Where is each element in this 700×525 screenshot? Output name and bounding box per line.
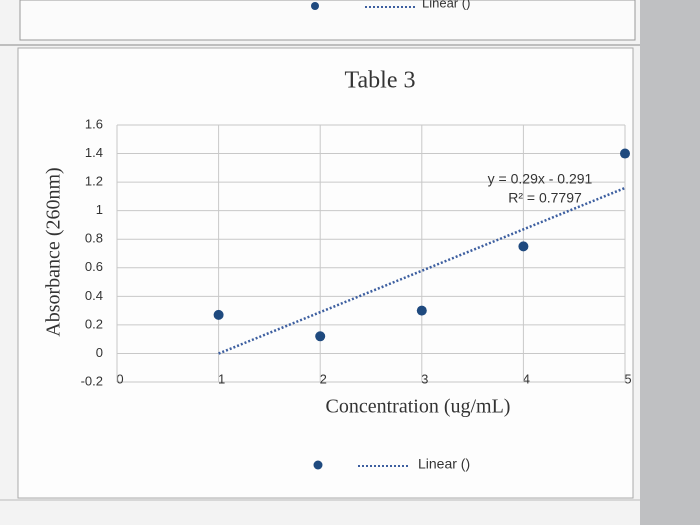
trendline-equation: y = 0.29x - 0.291 [488,171,593,187]
y-axis-label: Absorbance (260nm) [43,167,65,336]
x-tick-label: 5 [624,371,631,386]
trendline [218,186,626,355]
x-tick-label: 0 [116,371,123,386]
y-tick-label: 0.4 [85,288,103,303]
y-tick-label: 1 [96,202,103,217]
y-tick-label: 1.2 [85,174,103,189]
data-point [416,305,427,316]
y-tick-label: 0.8 [85,231,103,246]
previous-legend-label: Linear () [422,0,470,10]
bezel [640,0,700,525]
x-axis-label: Concentration (ug/mL) [326,396,511,418]
data-point [213,309,224,320]
y-tick-label: 1.6 [85,116,103,131]
x-tick-label: 2 [320,371,327,386]
y-tick-label: 1.4 [85,145,103,160]
y-tick-label: 0.2 [85,316,103,331]
y-tick-label: 0 [96,345,103,360]
x-tick-label: 3 [421,371,428,386]
chart-title: Table 3 [345,68,416,94]
x-tick-label: 1 [218,371,225,386]
x-tick-label: 4 [523,371,530,386]
y-tick-label: -0.2 [81,373,103,388]
data-point [620,148,630,159]
legend-label: Linear () [418,456,470,472]
data-point [518,241,529,252]
legend-marker [313,460,323,470]
data-point [315,331,326,342]
previous-legend-marker [311,2,319,10]
y-tick-label: 0.6 [85,259,103,274]
trendline-r2: R² = 0.7797 [508,190,582,206]
chart-area [17,47,634,499]
previous-chart [19,0,636,41]
